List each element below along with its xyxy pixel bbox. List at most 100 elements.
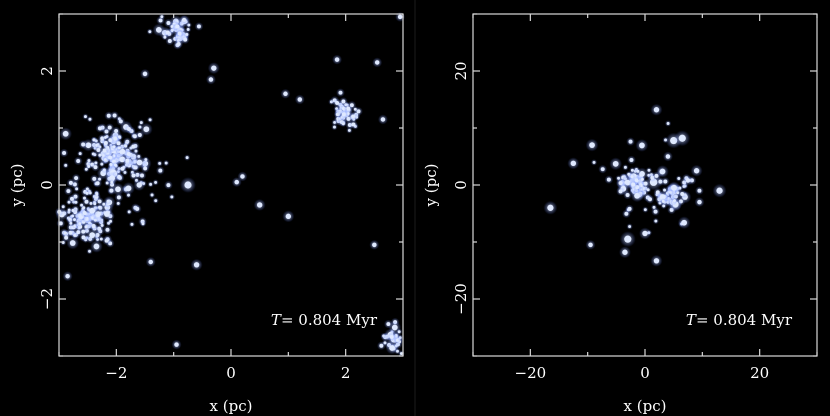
left-cluster-star (84, 225, 88, 229)
left-cluster-star (68, 180, 73, 185)
right-cluster-star (639, 142, 645, 149)
left-cluster-star (116, 141, 121, 146)
left-cluster-star (66, 189, 71, 194)
left-cluster-star (99, 237, 103, 241)
right-star-point (678, 134, 686, 142)
right-ticks (472, 13, 818, 357)
left-cluster-star (389, 334, 394, 339)
left-cluster-star (71, 209, 75, 212)
left-cluster-star (125, 185, 132, 192)
left-star-point (174, 342, 179, 347)
left-time-value: = 0.804 Myr (281, 311, 378, 329)
right-cluster-star (663, 179, 668, 184)
left-cluster-star (186, 28, 190, 31)
left-cluster-star (106, 199, 110, 203)
left-cluster-star (164, 161, 168, 165)
right-cluster-star (636, 169, 640, 173)
left-cluster-star (143, 166, 148, 171)
left-cluster-star (154, 199, 158, 203)
left-x-axis-label: x (pc) (210, 397, 253, 415)
left-cluster-star (64, 163, 68, 167)
left-cluster-star (84, 115, 87, 119)
left-cluster-star (93, 165, 98, 170)
left-cluster-star (148, 30, 152, 34)
left-panel: −2 0 2 −2 0 2 x (pc) y (pc) T= 0.804 Myr (8, 11, 406, 415)
left-cluster-star (104, 135, 107, 139)
left-cluster-star (166, 183, 171, 188)
left-cluster-star (116, 195, 121, 200)
right-star-point (685, 178, 691, 183)
right-star-point (697, 199, 702, 205)
left-cluster-star (105, 227, 110, 232)
left-cluster-star (131, 173, 136, 178)
left-star-point (193, 262, 200, 268)
left-cluster-star (183, 37, 188, 42)
right-time-symbol: T (686, 311, 697, 329)
right-cluster-star (661, 199, 665, 203)
right-y-axis-label: y (pc) (422, 164, 440, 208)
left-cluster-star (397, 330, 401, 334)
right-cluster-star (646, 188, 650, 192)
left-cluster-star (92, 138, 96, 142)
left-star-point (285, 213, 292, 220)
left-cluster-star (81, 235, 86, 240)
left-cluster-star (125, 158, 130, 163)
left-cluster-star (69, 221, 73, 225)
right-cluster-star (647, 168, 651, 172)
left-star-point (380, 117, 386, 122)
right-cluster-star (628, 225, 632, 228)
left-cluster-star (158, 168, 163, 173)
left-cluster-star (98, 153, 102, 157)
right-cluster-star (618, 181, 623, 186)
left-cluster-star (158, 161, 162, 165)
left-cluster-star (166, 21, 171, 25)
left-cluster-star (85, 187, 89, 191)
right-tick-labels: −20 0 20 −20 0 20 (452, 61, 769, 382)
left-cluster-star (389, 345, 395, 351)
right-cluster-star (681, 219, 687, 226)
left-cluster-star (73, 233, 77, 237)
left-cluster-star (395, 338, 399, 342)
right-cluster-star (627, 206, 632, 211)
right-y-tick-label: 0 (452, 180, 470, 190)
right-cluster-star (600, 167, 605, 172)
left-cluster-star (78, 152, 82, 156)
left-cluster-star (170, 195, 174, 199)
left-cluster-star (58, 221, 63, 226)
left-cluster-star (109, 163, 113, 166)
left-cluster-star (76, 159, 81, 163)
left-time-symbol: T (271, 311, 282, 329)
left-cluster-star (175, 24, 180, 29)
right-cluster-star (663, 188, 667, 192)
right-cluster-star (589, 142, 595, 149)
right-star-field (543, 103, 727, 267)
left-star-field (54, 11, 406, 357)
right-star-point (693, 168, 700, 174)
left-cluster-star (116, 201, 120, 205)
right-star-point (622, 249, 628, 255)
left-cluster-star (91, 152, 95, 156)
left-cluster-star (109, 219, 113, 223)
left-cluster-star (167, 39, 172, 43)
left-star-point (211, 65, 217, 71)
left-cluster-star (95, 181, 100, 186)
left-cluster-star (351, 114, 356, 119)
left-cluster-star (150, 193, 154, 197)
left-star-point (334, 57, 340, 62)
left-tick-labels: −2 0 2 −2 0 2 (38, 66, 350, 382)
left-cluster-star (84, 167, 88, 171)
left-cluster-star (97, 126, 102, 131)
left-star-point (234, 179, 239, 185)
left-cluster-star (127, 210, 131, 214)
left-cluster-star (126, 152, 131, 156)
right-cluster-star (624, 211, 629, 216)
left-ticks (58, 13, 404, 357)
left-cluster-star (335, 113, 339, 116)
right-star-point (653, 258, 660, 264)
left-cluster-star (347, 128, 351, 132)
left-cluster-star (85, 191, 89, 195)
right-x-tick-label: 20 (750, 364, 769, 382)
left-cluster-star (399, 352, 403, 355)
right-cluster-star (606, 177, 611, 182)
left-cluster-star (112, 145, 116, 149)
